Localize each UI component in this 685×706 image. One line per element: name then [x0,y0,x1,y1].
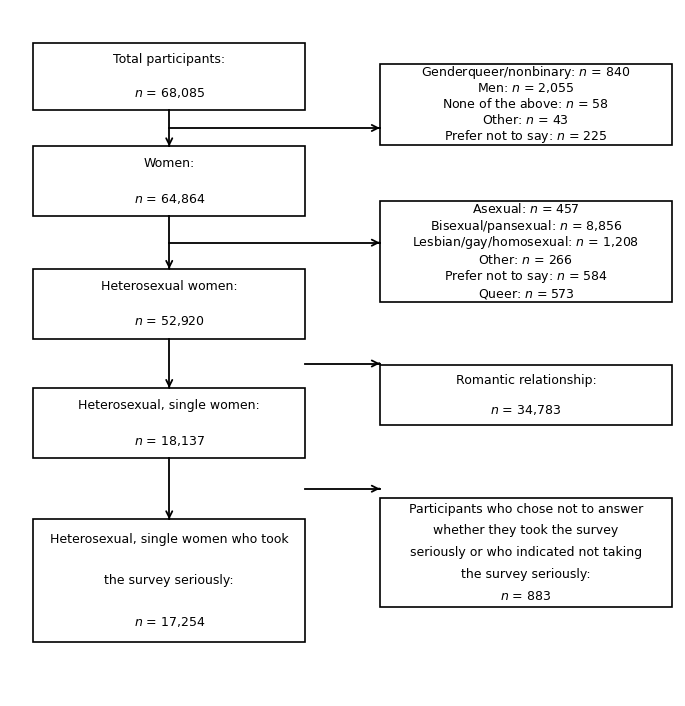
Text: Heterosexual, single women who took: Heterosexual, single women who took [50,533,288,546]
Text: Asexual: $n$ = 457: Asexual: $n$ = 457 [472,202,580,216]
Text: Women:: Women: [144,157,195,170]
Text: $n$ = 52,920: $n$ = 52,920 [134,314,205,328]
Text: the survey seriously:: the survey seriously: [104,574,234,587]
Text: seriously or who indicated not taking: seriously or who indicated not taking [410,546,642,559]
Bar [34,43,305,109]
Text: Participants who chose not to answer: Participants who chose not to answer [409,503,643,515]
Bar [380,365,672,425]
Bar [34,146,305,217]
Text: Heterosexual women:: Heterosexual women: [101,280,238,293]
Text: Heterosexual, single women:: Heterosexual, single women: [78,399,260,412]
Text: Men: $n$ = 2,055: Men: $n$ = 2,055 [477,81,575,95]
Text: Prefer not to say: $n$ = 225: Prefer not to say: $n$ = 225 [445,128,608,145]
Bar [34,388,305,458]
Text: Prefer not to say: $n$ = 584: Prefer not to say: $n$ = 584 [444,268,608,285]
Text: $n$ = 883: $n$ = 883 [500,590,551,602]
Text: Other: $n$ = 266: Other: $n$ = 266 [478,253,573,267]
Text: $n$ = 17,254: $n$ = 17,254 [134,614,205,628]
Text: Queer: $n$ = 573: Queer: $n$ = 573 [477,287,574,301]
Text: $n$ = 18,137: $n$ = 18,137 [134,433,205,448]
Text: whether they took the survey: whether they took the survey [434,525,619,537]
Bar [380,498,672,607]
Text: Genderqueer/nonbinary: $n$ = 840: Genderqueer/nonbinary: $n$ = 840 [421,64,631,80]
Text: $n$ = 34,783: $n$ = 34,783 [490,403,562,417]
Text: $n$ = 64,864: $n$ = 64,864 [134,192,205,206]
Bar [34,269,305,339]
Text: Romantic relationship:: Romantic relationship: [456,373,597,387]
Bar [34,520,305,642]
Text: None of the above: $n$ = 58: None of the above: $n$ = 58 [443,97,610,112]
Text: Bisexual/pansexual: $n$ = 8,856: Bisexual/pansexual: $n$ = 8,856 [429,217,622,234]
Text: Other: $n$ = 43: Other: $n$ = 43 [482,114,569,128]
Bar [380,201,672,302]
Text: Lesbian/gay/homosexual: $n$ = 1,208: Lesbian/gay/homosexual: $n$ = 1,208 [412,234,640,251]
Text: $n$ = 68,085: $n$ = 68,085 [134,86,205,100]
Bar [380,64,672,145]
Text: Total participants:: Total participants: [113,53,225,66]
Text: the survey seriously:: the survey seriously: [461,568,590,581]
